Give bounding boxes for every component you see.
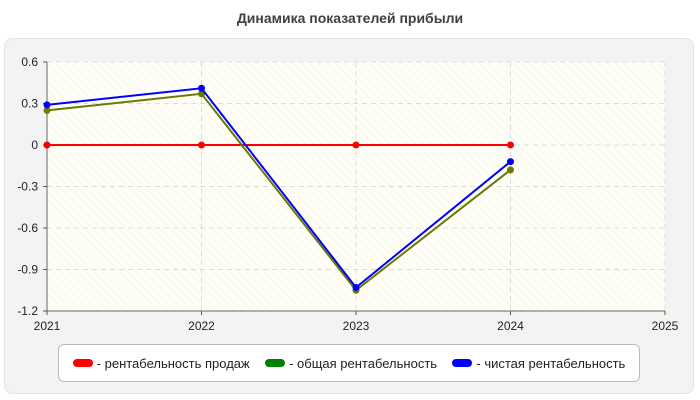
x-tick-label: 2023 [343,319,370,333]
data-point-2 [198,84,205,92]
legend-item-total-profitability[interactable]: - общая рентабельность [265,356,437,371]
data-point-2 [352,283,360,291]
y-tick-label: 0.6 [21,55,38,69]
data-point-2 [43,101,51,109]
y-tick-label: -0.9 [17,263,38,277]
data-point-1 [507,166,514,174]
data-point-0 [43,141,51,149]
data-point-0 [352,141,360,149]
legend-swatch-green [265,359,286,367]
series-line-1 [46,92,512,292]
chart-title: Динамика показателей прибыли [236,10,464,26]
y-tick-label: -0.6 [17,221,38,235]
legend-label: - чистая рентабельность [476,355,626,371]
legend: - рентабельность продаж - общая рентабел… [58,344,640,382]
y-tick-label: 0 [31,138,38,152]
y-tick-label: -1.2 [17,304,38,318]
series-line-2 [46,87,512,289]
x-tick-label: 2025 [652,319,679,333]
data-point-1 [43,106,51,114]
legend-swatch-red [72,359,93,367]
data-point-0 [198,141,205,149]
legend-swatch-blue [452,359,473,367]
data-point-0 [507,141,514,149]
y-tick-label: -0.3 [17,180,38,194]
legend-item-net-profitability[interactable]: - чистая рентабельность [452,356,625,371]
legend-label: - общая рентабельность [289,355,438,371]
legend-item-sales-profitability[interactable]: - рентабельность продаж [72,355,250,371]
legend-label: - рентабельность продаж [96,355,250,371]
x-tick-label: 2024 [497,319,524,333]
x-tick-label: 2022 [188,319,215,333]
x-tick-label: 2021 [34,319,61,333]
y-tick-label: 0.3 [21,97,38,111]
data-point-2 [507,158,514,166]
